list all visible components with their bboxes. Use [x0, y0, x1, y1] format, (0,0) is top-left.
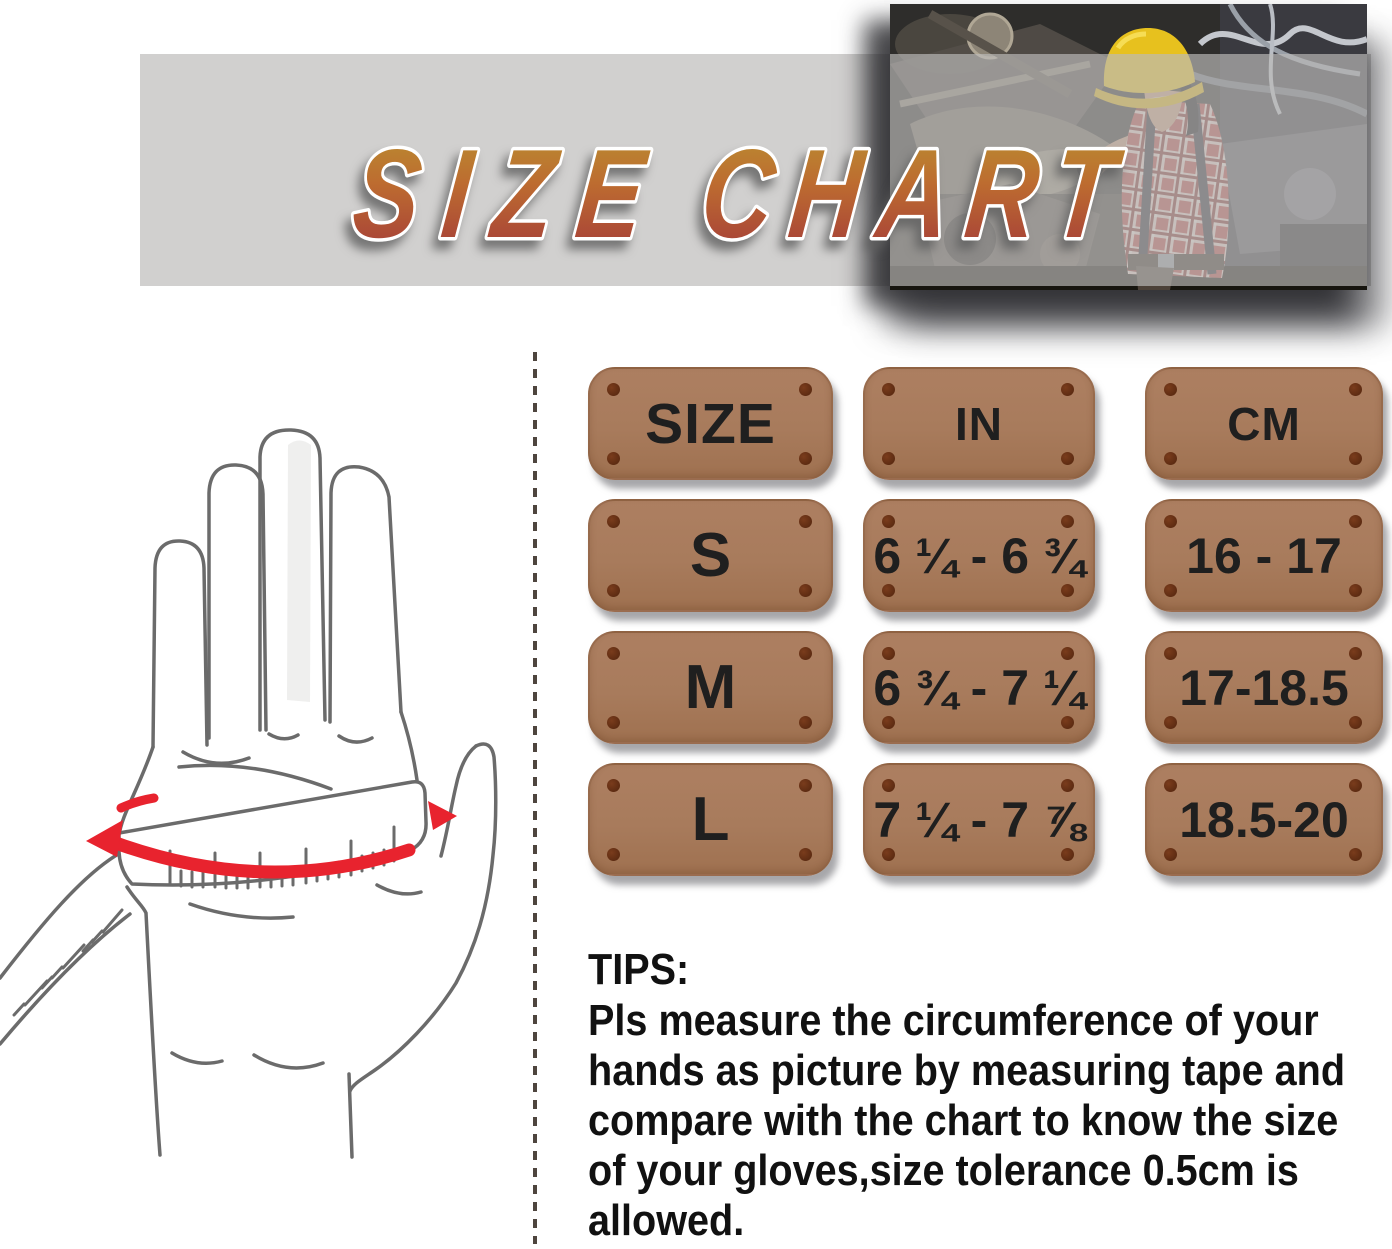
- rivet-icon: [1164, 716, 1177, 729]
- rivet-icon: [1061, 647, 1074, 660]
- table-row-l: L 7 ¼ - 7 ⅞ 18.5-20: [588, 763, 1383, 876]
- rivet-icon: [882, 848, 895, 861]
- rivet-icon: [1061, 452, 1074, 465]
- size-table: SIZE IN CM S 6 ¼ - 6 ¾ 16 - 17: [588, 367, 1383, 895]
- rivet-icon: [1349, 452, 1362, 465]
- cm-value: 17-18.5: [1179, 659, 1349, 716]
- size-label: M: [684, 653, 737, 722]
- rivet-icon: [882, 452, 895, 465]
- header-cell-in: IN: [863, 367, 1095, 480]
- rivet-icon: [1349, 716, 1362, 729]
- dashed-divider: [533, 352, 537, 1244]
- rivet-icon: [799, 515, 812, 528]
- rivet-icon: [799, 779, 812, 792]
- tips-heading: TIPS:: [588, 945, 690, 994]
- rivet-icon: [1164, 647, 1177, 660]
- rivet-icon: [607, 848, 620, 861]
- rivet-icon: [882, 716, 895, 729]
- cell-inches: 6 ¾ - 7 ¼: [863, 631, 1095, 744]
- rivet-icon: [1349, 515, 1362, 528]
- rivet-icon: [799, 584, 812, 597]
- tips-text-line: compare with the chart to know the size: [588, 1096, 1339, 1145]
- cm-value: 18.5-20: [1179, 791, 1349, 848]
- tips-section: TIPS: Pls measure the circumference of y…: [588, 944, 1346, 1246]
- banner: [140, 54, 1371, 286]
- rivet-icon: [882, 584, 895, 597]
- rivet-icon: [1164, 584, 1177, 597]
- rivet-icon: [1349, 383, 1362, 396]
- cell-inches: 7 ¼ - 7 ⅞: [863, 763, 1095, 876]
- title-word-size: SIZE: [347, 124, 674, 265]
- header-cell-size: SIZE: [588, 367, 833, 480]
- cell-size: M: [588, 631, 833, 744]
- cell-cm: 17-18.5: [1145, 631, 1383, 744]
- inches-value: 6 ¼ - 6 ¾: [873, 527, 1085, 584]
- cell-size: S: [588, 499, 833, 612]
- table-row-m: M 6 ¾ - 7 ¼ 17-18.5: [588, 631, 1383, 744]
- rivet-icon: [1164, 779, 1177, 792]
- cm-value: 16 - 17: [1186, 527, 1342, 584]
- cell-cm: 16 - 17: [1145, 499, 1383, 612]
- rivet-icon: [799, 647, 812, 660]
- tips-text-line: Pls measure the circumference of your: [588, 996, 1319, 1045]
- title-word-chart: CHART: [695, 124, 1138, 265]
- rivet-icon: [607, 515, 620, 528]
- column-header-label: IN: [955, 397, 1003, 450]
- tips-text-line: allowed.: [588, 1196, 745, 1245]
- rivet-icon: [1061, 383, 1074, 396]
- rivet-icon: [607, 383, 620, 396]
- rivet-icon: [1061, 848, 1074, 861]
- rivet-icon: [1349, 647, 1362, 660]
- measure-direction-arrow: [86, 793, 457, 879]
- tips-text-line: of your gloves,size tolerance 0.5cm is: [588, 1146, 1299, 1195]
- rivet-icon: [607, 584, 620, 597]
- rivet-icon: [1164, 515, 1177, 528]
- rivet-icon: [1164, 383, 1177, 396]
- rivet-icon: [799, 848, 812, 861]
- rivet-icon: [607, 452, 620, 465]
- table-row-s: S 6 ¼ - 6 ¾ 16 - 17: [588, 499, 1383, 612]
- rivet-icon: [1061, 515, 1074, 528]
- rivet-icon: [799, 383, 812, 396]
- rivet-icon: [882, 383, 895, 396]
- rivet-icon: [882, 779, 895, 792]
- rivet-icon: [1061, 584, 1074, 597]
- table-header-row: SIZE IN CM: [588, 367, 1383, 480]
- rivet-icon: [1349, 848, 1362, 861]
- rivet-icon: [882, 515, 895, 528]
- cell-size: L: [588, 763, 833, 876]
- rivet-icon: [1164, 848, 1177, 861]
- cell-inches: 6 ¼ - 6 ¾: [863, 499, 1095, 612]
- page-title: SIZE CHART: [344, 121, 1142, 268]
- hand-measurement-illustration: [0, 428, 498, 1159]
- rivet-icon: [882, 647, 895, 660]
- column-header-label: CM: [1227, 397, 1301, 450]
- size-label: S: [689, 521, 732, 590]
- rivet-icon: [607, 716, 620, 729]
- inches-value: 7 ¼ - 7 ⅞: [873, 791, 1085, 848]
- tips-text-line: hands as picture by measuring tape and: [588, 1046, 1346, 1095]
- rivet-icon: [799, 716, 812, 729]
- rivet-icon: [1061, 716, 1074, 729]
- header-cell-cm: CM: [1145, 367, 1383, 480]
- inches-value: 6 ¾ - 7 ¼: [873, 659, 1085, 716]
- column-header-label: SIZE: [645, 391, 776, 456]
- rivet-icon: [1349, 584, 1362, 597]
- cell-cm: 18.5-20: [1145, 763, 1383, 876]
- rivet-icon: [1349, 779, 1362, 792]
- rivet-icon: [1061, 779, 1074, 792]
- size-label: L: [691, 785, 730, 854]
- rivet-icon: [1164, 452, 1177, 465]
- rivet-icon: [607, 647, 620, 660]
- rivet-icon: [799, 452, 812, 465]
- rivet-icon: [607, 779, 620, 792]
